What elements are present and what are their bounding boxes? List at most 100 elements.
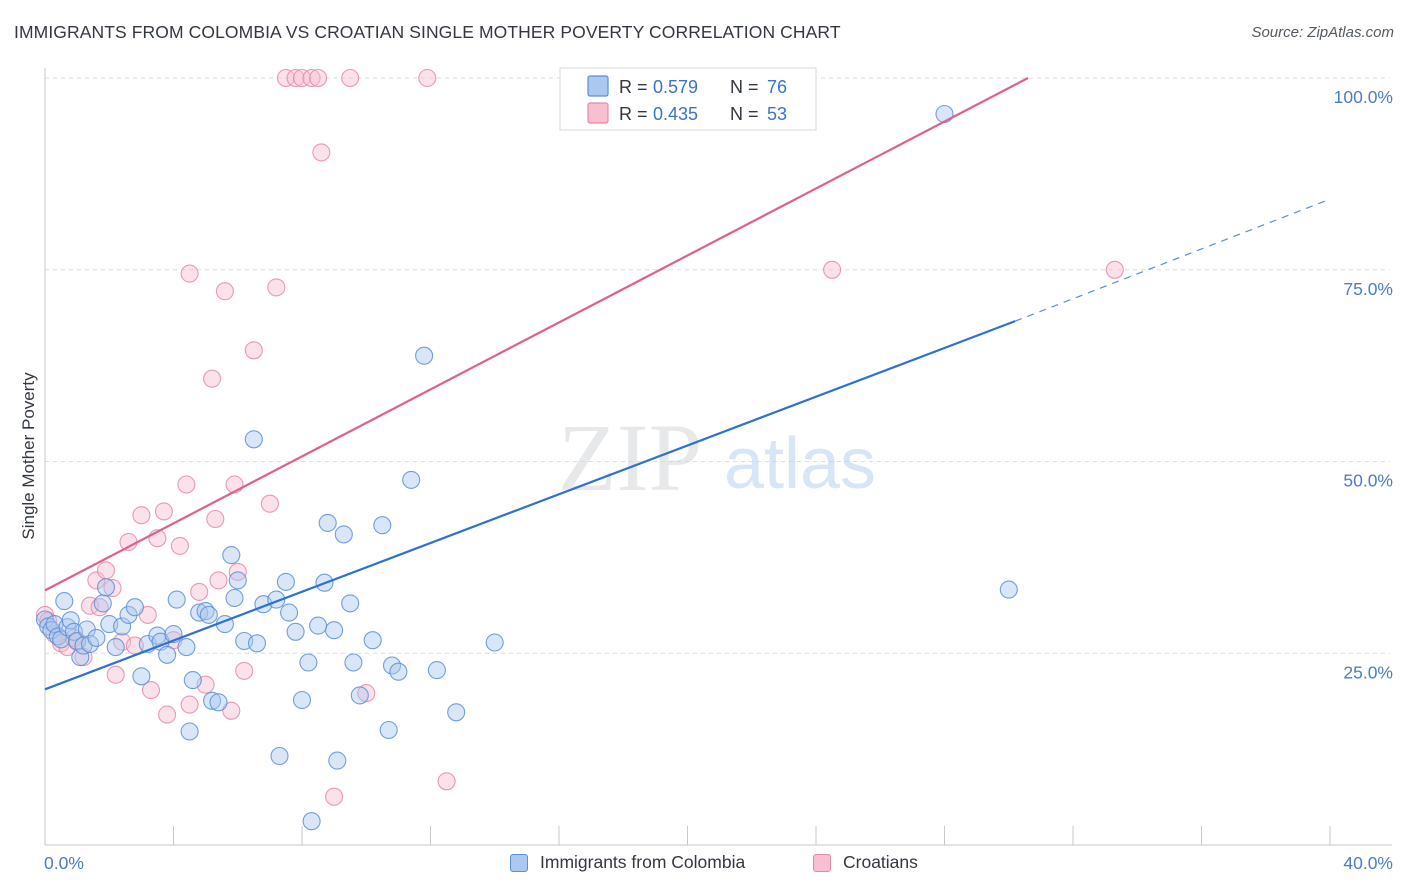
legend-n-value-1: 76 xyxy=(767,77,787,97)
point-croatians xyxy=(96,561,116,580)
y-tick-label: 100.0% xyxy=(1334,87,1393,107)
watermark: ZIP atlas xyxy=(558,404,876,511)
point-croatians xyxy=(141,681,161,700)
point-colombia xyxy=(379,720,398,740)
source-label: Source: ZipAtlas.com xyxy=(1251,24,1394,41)
point-colombia xyxy=(106,638,125,657)
point-croatians xyxy=(180,695,199,714)
point-colombia xyxy=(447,703,466,722)
legend-item-colombia: Immigrants from Colombia xyxy=(510,852,745,873)
x-tick-label: 0.0% xyxy=(44,853,84,873)
data-points xyxy=(35,68,1124,831)
point-colombia xyxy=(244,430,263,449)
point-croatians xyxy=(209,571,228,590)
point-colombia xyxy=(280,603,299,622)
point-croatians xyxy=(302,68,321,88)
legend-swatch-colombia-bottom xyxy=(510,853,528,872)
trend-line-croatians xyxy=(44,77,1029,592)
point-colombia xyxy=(61,611,80,630)
trend-lines xyxy=(44,77,1331,691)
legend-n-value-2: 53 xyxy=(767,104,787,124)
point-colombia xyxy=(999,580,1018,599)
point-colombia xyxy=(247,634,267,653)
point-colombia xyxy=(225,588,244,608)
point-colombia xyxy=(222,546,241,565)
point-colombia xyxy=(113,617,132,636)
point-colombia xyxy=(299,653,318,672)
point-colombia xyxy=(318,513,337,532)
point-croatians xyxy=(244,341,263,360)
point-croatians xyxy=(1105,260,1124,279)
y-tick-label: 75.0% xyxy=(1343,279,1393,299)
point-colombia xyxy=(125,598,144,617)
legend-label-colombia: Immigrants from Colombia xyxy=(540,852,746,872)
point-croatians xyxy=(132,506,151,525)
y-axis-label: Single Mother Poverty xyxy=(19,372,38,540)
point-croatians xyxy=(177,475,196,494)
y-tick-label: 25.0% xyxy=(1343,662,1393,682)
point-colombia xyxy=(177,638,196,657)
point-croatians xyxy=(276,68,295,88)
point-croatians xyxy=(87,571,106,590)
point-colombia xyxy=(309,616,328,635)
stats-legend: R = 0.579 N = 76 R = 0.435 N = 53 xyxy=(559,67,817,131)
point-colombia xyxy=(350,686,369,705)
point-croatians xyxy=(215,282,234,301)
point-croatians xyxy=(437,772,456,791)
point-colombia xyxy=(935,104,954,124)
legend-swatch-croatians xyxy=(587,102,609,124)
point-colombia xyxy=(402,470,421,489)
point-colombia xyxy=(87,628,106,647)
point-croatians xyxy=(286,68,305,88)
legend-swatch-croatians-bottom xyxy=(813,853,831,872)
legend-label-croatians: Croatians xyxy=(843,852,918,872)
point-colombia xyxy=(183,671,202,690)
point-croatians xyxy=(309,68,328,88)
point-croatians xyxy=(180,264,199,283)
point-colombia xyxy=(276,572,295,591)
point-croatians xyxy=(154,502,173,521)
point-colombia xyxy=(373,516,392,535)
point-croatians xyxy=(312,143,331,162)
point-colombia xyxy=(199,605,218,624)
point-colombia xyxy=(325,621,344,640)
legend-r-label-2: R = xyxy=(619,104,653,124)
point-croatians xyxy=(341,68,360,88)
point-colombia xyxy=(302,812,321,831)
point-colombia xyxy=(93,594,112,613)
point-colombia xyxy=(180,722,199,741)
legend-n-label-2: N = xyxy=(730,104,764,124)
point-croatians xyxy=(170,536,189,555)
chart-title: IMMIGRANTS FROM COLOMBIA VS CROATIAN SIN… xyxy=(14,22,841,42)
legend-r-value-2: 0.435 xyxy=(653,104,698,124)
legend-r-value-1: 0.579 xyxy=(653,77,698,97)
point-croatians xyxy=(103,579,122,598)
point-colombia xyxy=(228,571,247,590)
tick-labels: 0.0% 40.0% 25.0% 50.0% 75.0% 100.0% xyxy=(44,87,1393,873)
x-tick-label: 40.0% xyxy=(1343,853,1393,873)
point-croatians xyxy=(190,582,209,601)
point-croatians xyxy=(203,369,222,388)
watermark-zip: ZIP xyxy=(558,404,702,511)
grid-lines xyxy=(45,77,1390,654)
point-colombia xyxy=(158,645,177,664)
point-croatians xyxy=(325,787,344,806)
trend-line-colombia-extension xyxy=(1014,198,1331,322)
y-tick-label: 50.0% xyxy=(1343,471,1393,491)
point-croatians xyxy=(292,68,312,88)
point-colombia xyxy=(344,653,363,672)
point-croatians xyxy=(260,494,279,513)
point-colombia xyxy=(341,594,360,613)
point-croatians xyxy=(106,665,125,684)
legend-r-label-1: R = xyxy=(619,77,653,97)
point-croatians xyxy=(267,278,286,297)
point-croatians xyxy=(158,705,177,724)
point-croatians xyxy=(235,661,254,680)
point-colombia xyxy=(328,751,347,770)
point-colombia xyxy=(55,592,74,611)
legend-n-label-1: N = xyxy=(730,77,764,97)
point-colombia xyxy=(334,525,353,544)
point-colombia xyxy=(96,578,116,597)
point-colombia xyxy=(286,622,305,641)
point-colombia xyxy=(485,633,504,652)
